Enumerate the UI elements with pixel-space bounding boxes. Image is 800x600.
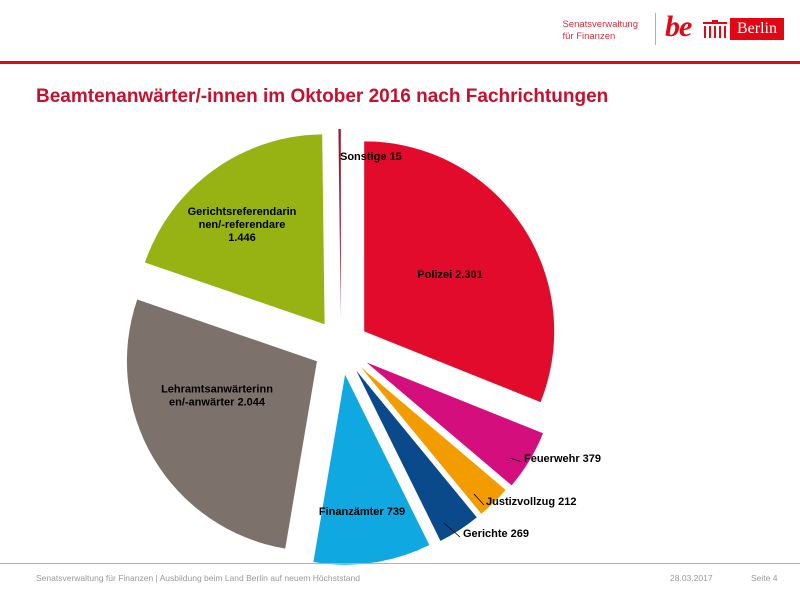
org-name-line1: Senatsverwaltung [562, 19, 638, 30]
leader-line [473, 493, 485, 506]
data-label: Justizvollzug 212 [486, 496, 576, 508]
data-label: Sonstige 15 [340, 151, 402, 163]
leader-line [443, 522, 461, 538]
header-rule [0, 61, 800, 64]
pie-slice-sonstige [338, 129, 341, 319]
org-name-line2: für Finanzen [562, 31, 616, 42]
logo-be: be [665, 10, 692, 43]
pie-slice-feuerwehr [366, 362, 544, 486]
header: Senatsverwaltung für Finanzen be Berlin [0, 0, 800, 64]
header-divider [655, 13, 656, 45]
pie-slice-lehramtsanwärterinnen-anwärter [126, 299, 317, 549]
data-label: Polizei 2.301 [417, 269, 482, 281]
pie-slice-polizei [364, 141, 555, 403]
pie-slice-gerichte [356, 370, 477, 541]
footer-text: Senatsverwaltung für Finanzen | Ausbildu… [36, 573, 360, 583]
data-label: Gerichtsreferendarin nen/-referendare 1.44… [188, 206, 297, 244]
data-label: Lehramtsanwärterinn en/-anwärter 2.044 [161, 384, 273, 409]
pie-slice-finanzämter [313, 374, 430, 565]
pie-slice-gerichtsreferendarinnen-referendare [144, 134, 325, 325]
logo-berlin: Berlin [730, 18, 784, 40]
pie-slice-justizvollzug [360, 366, 506, 514]
data-label: Finanzämter 739 [319, 506, 405, 518]
footer-date: 28.03.2017 [670, 573, 713, 583]
data-label: Gerichte 269 [463, 528, 529, 540]
brandenburg-gate-icon [703, 20, 727, 38]
leader-line [509, 457, 523, 463]
footer-rule [0, 563, 800, 564]
data-label: Feuerwehr 379 [524, 453, 601, 465]
footer-page: Seite 4 [751, 573, 778, 583]
page-title: Beamtenanwärter/-innen im Oktober 2016 n… [36, 86, 609, 107]
org-name: Senatsverwaltung für Finanzen [562, 19, 638, 43]
